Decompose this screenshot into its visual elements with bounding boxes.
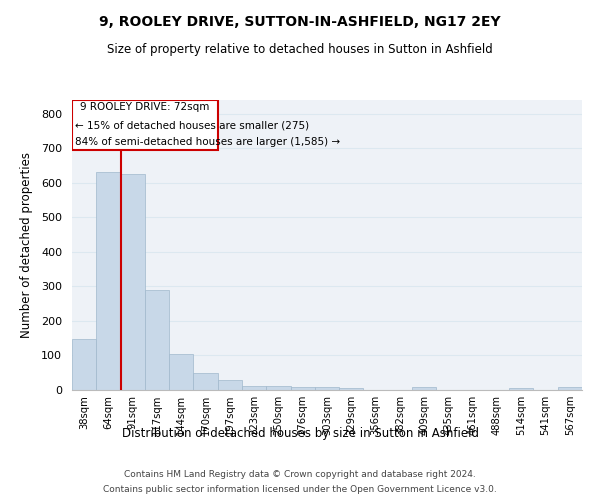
Bar (96, 172, 121, 390)
Text: 9, ROOLEY DRIVE, SUTTON-IN-ASHFIELD, NG17 2EY: 9, ROOLEY DRIVE, SUTTON-IN-ASHFIELD, NG1… (99, 15, 501, 29)
Bar (412, 387, 436, 390)
Bar (266, 386, 290, 390)
Text: Distribution of detached houses by size in Sutton in Ashfield: Distribution of detached houses by size … (121, 428, 479, 440)
Bar (72, 100, 218, 150)
Y-axis label: Number of detached properties: Number of detached properties (20, 152, 33, 338)
Bar (72, 339, 96, 390)
Bar (558, 387, 582, 390)
Bar (315, 387, 339, 390)
Bar (339, 388, 364, 390)
Text: 9 ROOLEY DRIVE: 72sqm: 9 ROOLEY DRIVE: 72sqm (80, 102, 209, 112)
Text: Contains public sector information licensed under the Open Government Licence v3: Contains public sector information licen… (103, 485, 497, 494)
Bar (290, 386, 315, 390)
Text: Size of property relative to detached houses in Sutton in Ashfield: Size of property relative to detached ho… (107, 42, 493, 56)
Bar (193, 374, 218, 390)
Bar (169, 354, 193, 390)
Text: ← 15% of detached houses are smaller (275): ← 15% of detached houses are smaller (27… (75, 120, 309, 130)
Text: Contains HM Land Registry data © Crown copyright and database right 2024.: Contains HM Land Registry data © Crown c… (124, 470, 476, 479)
Bar (242, 386, 266, 390)
Bar (145, 290, 169, 390)
Text: 84% of semi-detached houses are larger (1,585) →: 84% of semi-detached houses are larger (… (75, 136, 340, 146)
Bar (121, 174, 145, 390)
Bar (218, 380, 242, 390)
Bar (509, 388, 533, 390)
